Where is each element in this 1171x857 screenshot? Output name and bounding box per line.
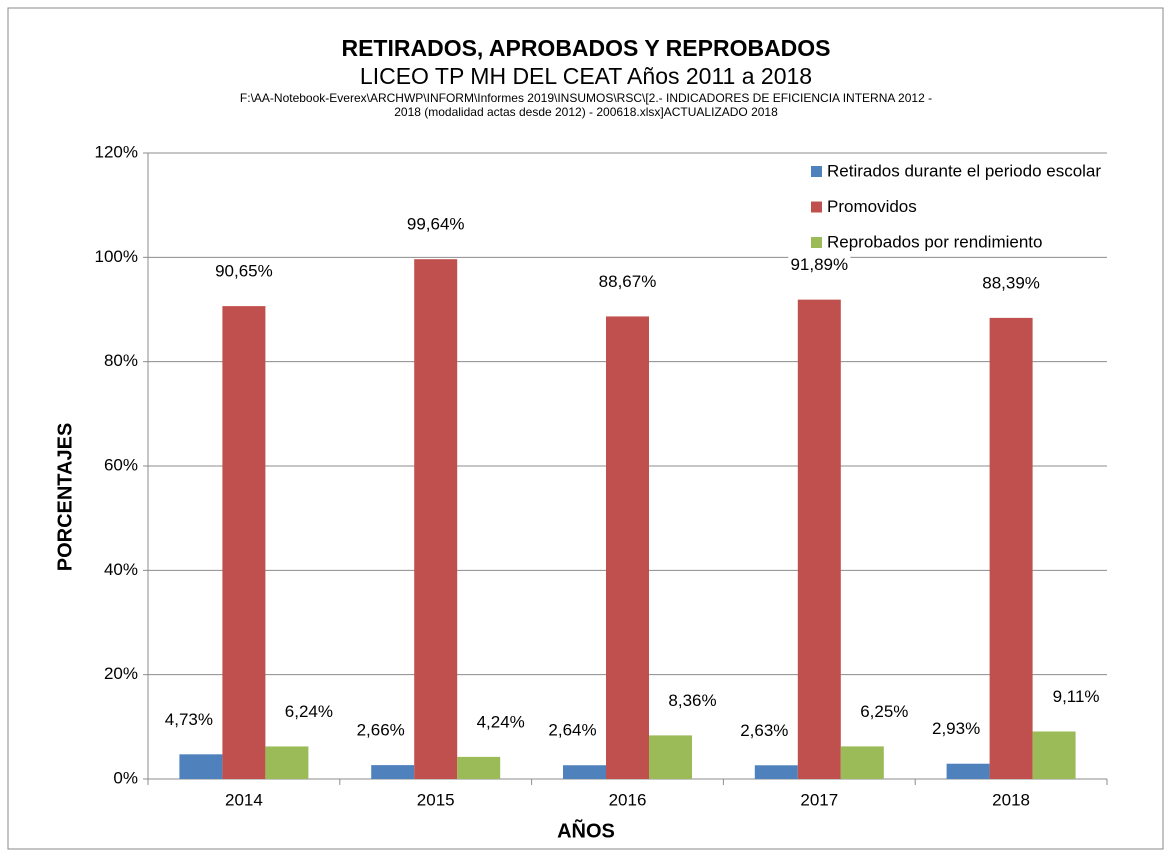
- y-tick-label: 120%: [95, 142, 138, 161]
- y-tick-label: 100%: [95, 247, 138, 266]
- value-label-bg: [469, 710, 532, 735]
- value-label: 2,64%: [548, 721, 596, 740]
- bar: [457, 756, 501, 779]
- value-label: 8,36%: [668, 691, 716, 710]
- x-tick-label: 2017: [800, 790, 838, 809]
- value-label: 2,63%: [740, 721, 788, 740]
- bar: [946, 763, 990, 779]
- chart-subtitle: LICEO TP MH DEL CEAT Años 2011 a 2018: [360, 63, 812, 89]
- legend-swatch: [811, 237, 822, 248]
- legend-label: Retirados durante el periodo escolar: [827, 161, 1101, 180]
- value-label: 2,66%: [357, 721, 405, 740]
- y-axis-label: PORCENTAJES: [54, 423, 76, 572]
- legend-swatch: [811, 201, 822, 213]
- value-label-bg: [661, 689, 724, 714]
- value-label-bg: [788, 253, 851, 278]
- value-label: 6,25%: [860, 702, 908, 721]
- y-tick-label: 80%: [104, 351, 138, 370]
- legend-swatch: [811, 166, 822, 177]
- legend-label: Reprobados por rendimiento: [827, 232, 1042, 251]
- y-tick-label: 20%: [104, 664, 138, 683]
- y-tick-label: 60%: [104, 455, 138, 474]
- value-label-bg: [157, 708, 220, 733]
- bar: [414, 259, 458, 780]
- legend-label: Promovidos: [827, 197, 917, 216]
- bar: [1032, 731, 1076, 779]
- bar: [649, 735, 692, 779]
- bar: [563, 765, 606, 779]
- value-label: 9,11%: [1053, 687, 1100, 706]
- y-tick-label: 0%: [113, 768, 138, 787]
- y-tick-label: 40%: [104, 560, 138, 579]
- x-tick-label: 2018: [992, 790, 1030, 809]
- value-label-bg: [277, 700, 340, 725]
- value-label: 90,65%: [215, 262, 273, 281]
- value-label: 88,39%: [982, 273, 1040, 292]
- x-axis-label: AÑOS: [557, 819, 615, 842]
- value-label: 88,67%: [599, 272, 657, 291]
- value-label-bg: [733, 719, 796, 744]
- value-label: 91,89%: [790, 255, 848, 274]
- value-label-bg: [853, 700, 916, 725]
- bar: [797, 299, 841, 779]
- bar: [989, 317, 1033, 779]
- bar: [265, 746, 309, 779]
- value-label: 99,64%: [407, 215, 465, 234]
- bar: [606, 316, 649, 779]
- value-label: 4,73%: [165, 710, 213, 729]
- value-label-bg: [980, 271, 1043, 296]
- value-label: 2,93%: [932, 719, 980, 738]
- bar: [371, 765, 415, 779]
- chart-title: RETIRADOS, APROBADOS Y REPROBADOS: [341, 35, 830, 61]
- value-label: 6,24%: [285, 702, 333, 721]
- value-label-bg: [349, 719, 412, 744]
- value-label-bg: [404, 213, 467, 238]
- value-label-bg: [596, 270, 659, 295]
- bar: [754, 765, 798, 779]
- value-label-bg: [925, 717, 988, 742]
- bar: [840, 746, 884, 779]
- x-tick-label: 2014: [225, 790, 263, 809]
- file-path: F:\AA-Notebook-Everex\ARCHWP\INFORM\Info…: [240, 91, 932, 105]
- x-tick-label: 2016: [609, 790, 647, 809]
- value-label: 4,24%: [477, 712, 525, 731]
- value-label-bg: [541, 719, 604, 744]
- x-tick-label: 2015: [417, 790, 455, 809]
- bar: [179, 754, 223, 779]
- value-label-bg: [212, 260, 275, 285]
- file-path: 2018 (modalidad actas desde 2012) - 2006…: [394, 105, 778, 119]
- value-label-bg: [1045, 685, 1108, 710]
- bar: [222, 306, 266, 779]
